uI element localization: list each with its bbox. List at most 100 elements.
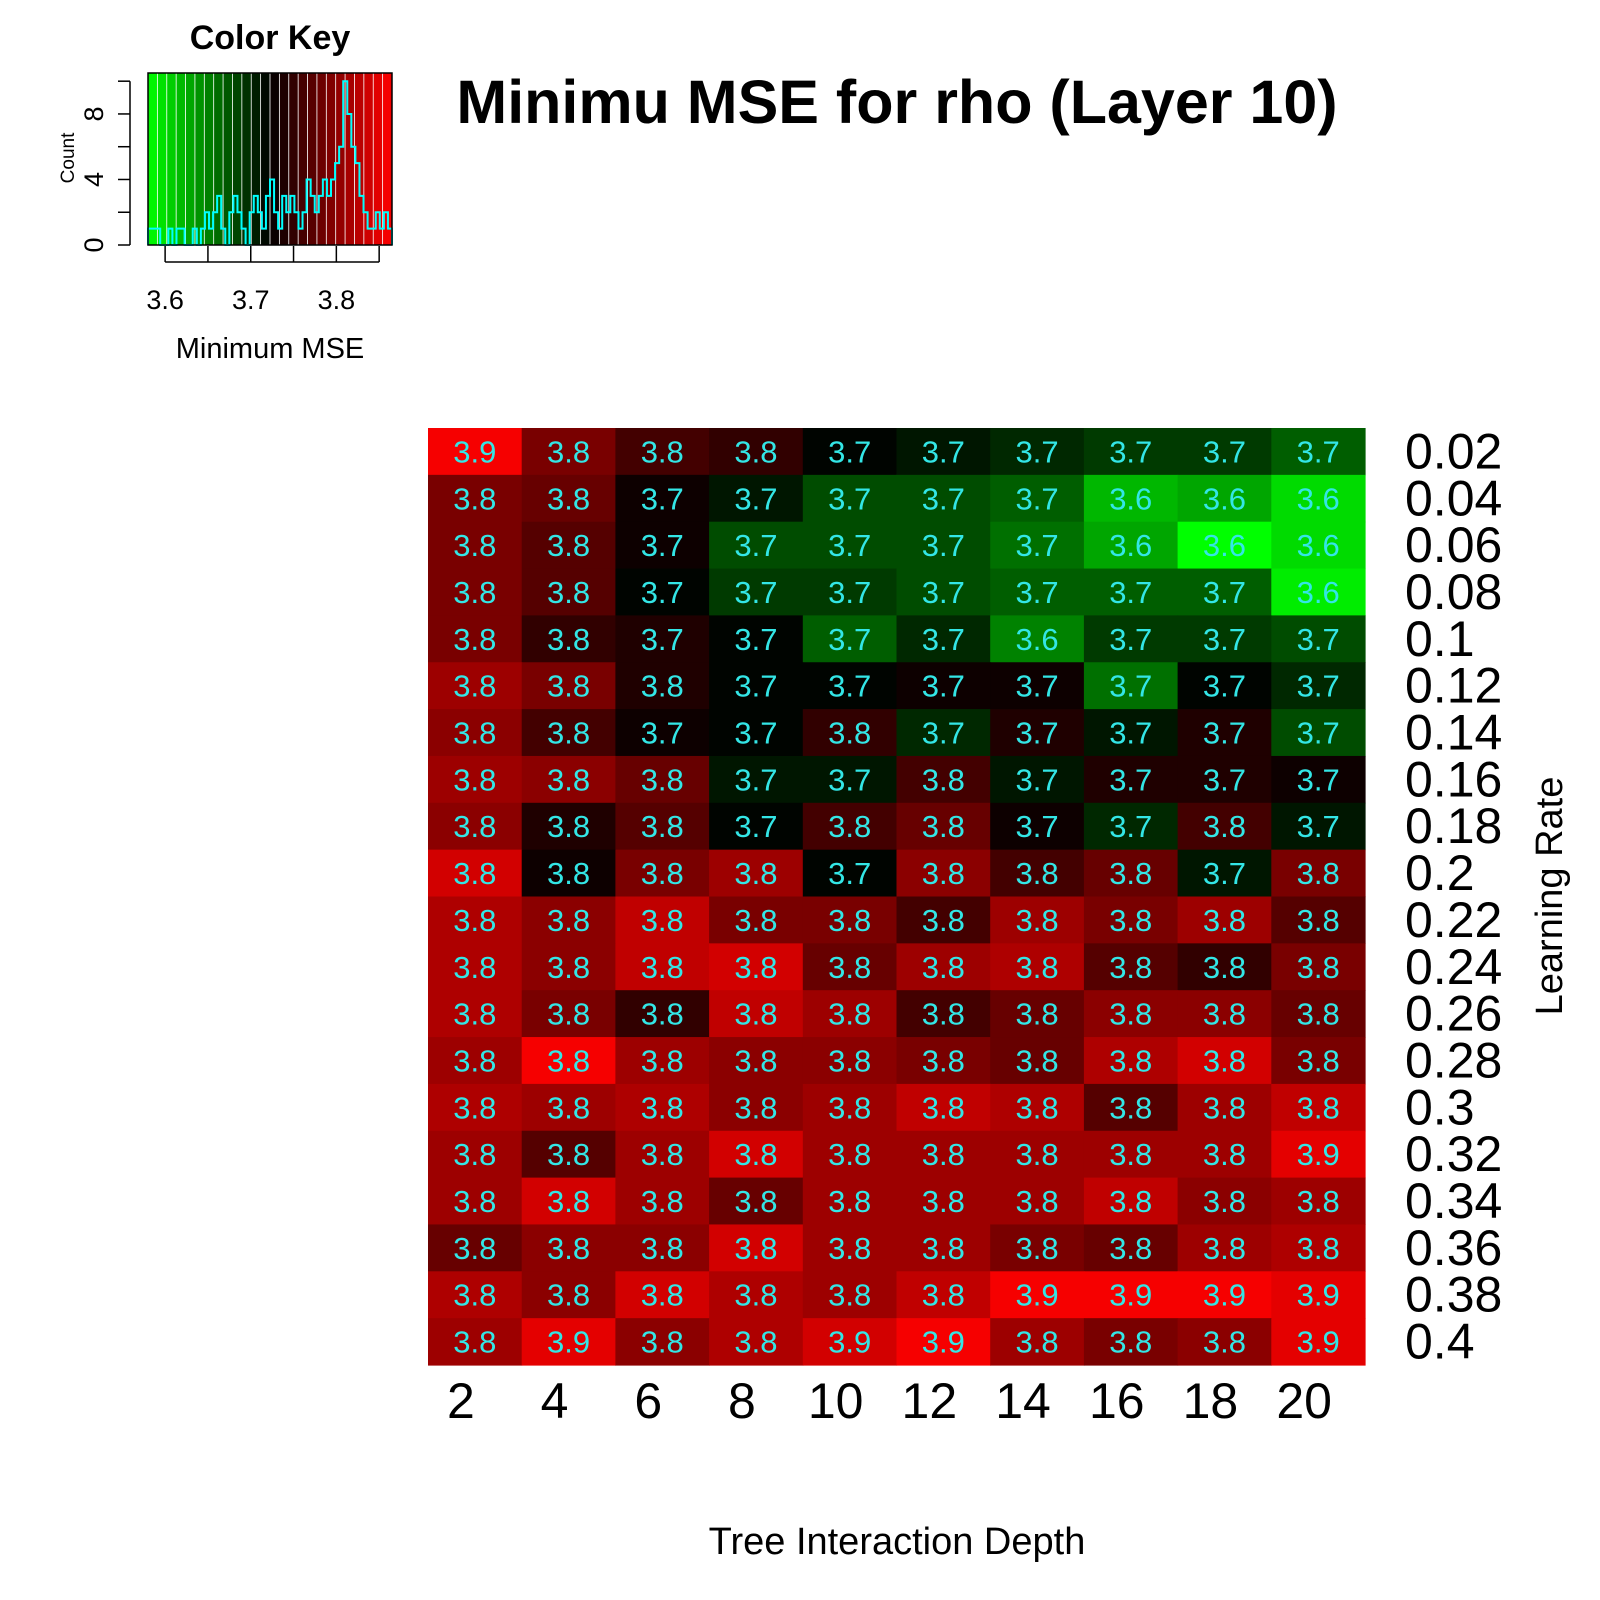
heatmap-cell-label: 3.9 (1297, 1278, 1340, 1313)
heatmap-cell-label: 3.7 (1015, 716, 1058, 751)
heatmap-cell-label: 3.8 (1109, 1137, 1152, 1172)
y-tick-label: 0.32 (1405, 1126, 1502, 1182)
heatmap-cell (990, 990, 1085, 1038)
heatmap-cell (990, 802, 1085, 851)
heatmap-cell (896, 1037, 991, 1085)
heatmap-cell-label: 3.8 (641, 762, 684, 797)
heatmap-cell-label: 3.9 (922, 1325, 965, 1360)
heatmap-cell (1083, 1271, 1179, 1319)
heatmap-cell (802, 1130, 898, 1179)
heatmap-cell (1271, 662, 1366, 710)
heatmap-cell-label: 3.8 (547, 528, 590, 563)
heatmap-cell (709, 474, 804, 523)
heatmap-cell-label: 3.7 (734, 575, 777, 610)
heatmap-cell-label: 3.8 (734, 434, 777, 469)
heatmap-cell-label: 3.8 (922, 903, 965, 938)
heatmap-cell (709, 990, 804, 1038)
y-tick-label: 0.34 (1405, 1173, 1502, 1229)
heatmap-cell (802, 990, 898, 1038)
heatmap-cell-label: 3.8 (1203, 997, 1246, 1032)
heatmap-cell-label: 3.8 (547, 950, 590, 985)
heatmap-cell-label: 3.7 (922, 575, 965, 610)
heatmap-cell (1083, 521, 1179, 570)
heatmap-cell (896, 1318, 991, 1366)
heatmap-cell (1271, 709, 1366, 757)
color-key-y-axis: 0 4 8 (79, 80, 131, 253)
y-tick-label: 0.4 (1405, 1314, 1475, 1370)
heatmap-cell (1177, 428, 1272, 476)
y-tick-label: 0.38 (1405, 1267, 1502, 1323)
heatmap-cell (802, 1083, 898, 1132)
y-tick-label: 0.22 (1405, 892, 1502, 948)
heatmap-cell-label: 3.8 (453, 997, 496, 1032)
heatmap-cell (521, 1083, 616, 1132)
heatmap-cell-label: 3.8 (1109, 1090, 1152, 1125)
y-tick-label: 0.1 (1405, 611, 1475, 667)
y-tick-label: 0.04 (1405, 470, 1502, 526)
heatmap-cell (709, 755, 804, 804)
heatmap-cell (1177, 709, 1272, 757)
heatmap-cell (1177, 568, 1272, 616)
heatmap-cell (990, 615, 1085, 663)
heatmap-cell-label: 3.8 (641, 1278, 684, 1313)
heatmap-cell-label: 3.7 (1203, 669, 1246, 704)
heatmap-cell (1271, 896, 1366, 944)
color-key-band (307, 72, 318, 246)
heatmap-cell-label: 3.8 (734, 1137, 777, 1172)
heatmap-cell (990, 1224, 1085, 1272)
color-key-band (288, 72, 299, 246)
heatmap-cell (1083, 615, 1179, 663)
heatmap-cell (1177, 521, 1272, 570)
heatmap-cell (990, 755, 1085, 804)
heatmap-cell (615, 1224, 710, 1272)
heatmap-cell-label: 3.8 (641, 1043, 684, 1078)
heatmap-cell (802, 709, 898, 757)
color-key-band (372, 72, 384, 246)
heatmap-cell (521, 990, 616, 1038)
heatmap-cell (1083, 1318, 1179, 1366)
heatmap-cell-label: 3.8 (734, 997, 777, 1032)
heatmap-cell-label: 3.7 (1203, 716, 1246, 751)
heatmap-cell-label: 3.7 (1015, 575, 1058, 610)
heatmap-cell (1177, 896, 1272, 944)
heatmap-cell-label: 3.6 (1203, 528, 1246, 563)
heatmap-cell-label: 3.8 (922, 809, 965, 844)
heatmap-cell (709, 709, 804, 757)
heatmap-cell-label: 3.8 (1203, 1231, 1246, 1266)
heatmap-cell-label: 3.7 (1297, 669, 1340, 704)
heatmap-cell (428, 662, 523, 710)
heatmap-cell (1083, 1130, 1179, 1179)
x-tick-label: 20 (1276, 1373, 1332, 1429)
heatmap-cell-label: 3.8 (1203, 1184, 1246, 1219)
heatmap-cell-label: 3.7 (828, 528, 871, 563)
heatmap-cell-label: 3.8 (547, 997, 590, 1032)
heatmap-cell (709, 943, 804, 991)
heatmap-cell (802, 849, 898, 898)
heatmap-cell (990, 521, 1085, 570)
heatmap-cell-label: 3.8 (1015, 903, 1058, 938)
y-axis-label: Learning Rate (1529, 777, 1571, 1016)
heatmap-cell-label: 3.7 (1015, 528, 1058, 563)
heatmap-cell (1177, 1318, 1272, 1366)
heatmap-cell (1177, 802, 1272, 851)
heatmap-cell (896, 1271, 991, 1319)
heatmap-cell-label: 3.7 (734, 716, 777, 751)
heatmap-cell (802, 1037, 898, 1085)
heatmap-cell-label: 3.7 (828, 622, 871, 657)
heatmap-cell (1271, 755, 1366, 804)
heatmap-cell (521, 943, 616, 991)
heatmap-cell-label: 3.8 (922, 762, 965, 797)
heatmap-cell-label: 3.8 (547, 903, 590, 938)
heatmap-cell-label: 3.7 (922, 622, 965, 657)
heatmap-cell (802, 662, 898, 710)
heatmap-cell (1177, 1083, 1272, 1132)
heatmap-cell (428, 1083, 523, 1132)
heatmap-cell (521, 1271, 616, 1319)
heatmap-cell-label: 3.6 (1203, 481, 1246, 516)
heatmap-cell-label: 3.8 (641, 950, 684, 985)
x-tick-label: 8 (728, 1373, 756, 1429)
heatmap-cell-label: 3.7 (1203, 762, 1246, 797)
heatmap-cell-label: 3.8 (453, 762, 496, 797)
heatmap-cell-label: 3.7 (1015, 481, 1058, 516)
y-tick-label: 0.24 (1405, 939, 1502, 995)
